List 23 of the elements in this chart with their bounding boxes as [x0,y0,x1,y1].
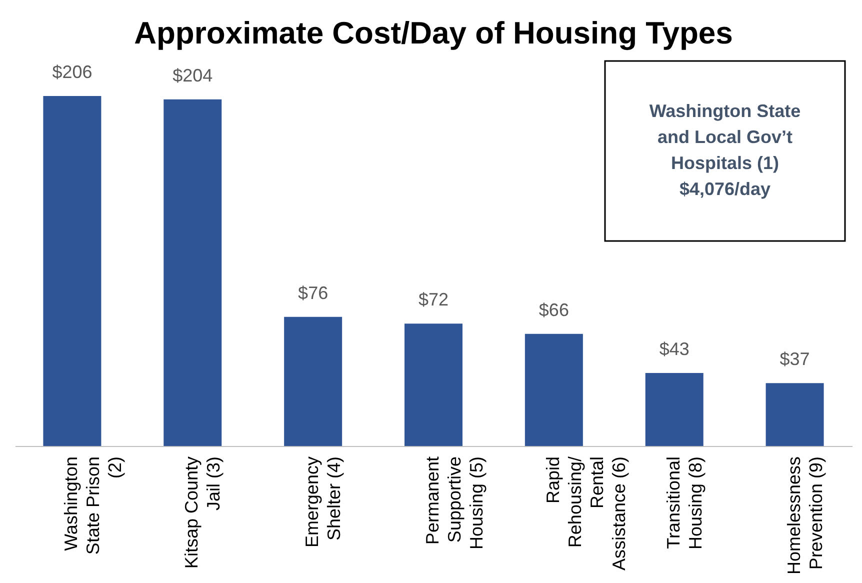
x-tick-label: Transitional Housing (8) [663,456,706,550]
bar [766,383,824,446]
data-label: $37 [780,349,810,370]
bar [404,324,462,446]
x-tick-label: Kitsap County Jail (3) [182,456,224,569]
x-tick-label: Homelessness Prevention (9) [784,456,826,575]
data-label: $204 [172,65,213,86]
bar [524,334,583,446]
chart-title: Approximate Cost/Day of Housing Types [134,15,733,50]
bar [164,99,222,446]
annotation: Washington State and Local Gov’t Hospitals (1) $4,076/day [649,101,801,199]
x-tick-label: Rapid Rehousing/ Rental Assistance (6) [542,456,629,571]
x-tick-label: Emergency Shelter (4) [302,456,344,548]
data-label: $72 [418,290,449,310]
data-label: $76 [298,282,328,303]
data-label: $206 [52,62,92,82]
bar [284,316,342,446]
data-label: $66 [538,300,569,320]
bar [43,96,102,446]
x-tick-label: Washington State Prison (2) [61,456,126,555]
bar [645,372,704,446]
data-label: $43 [659,338,690,359]
x-tick-label: Permanent Supportive Housing (5) [422,456,486,550]
